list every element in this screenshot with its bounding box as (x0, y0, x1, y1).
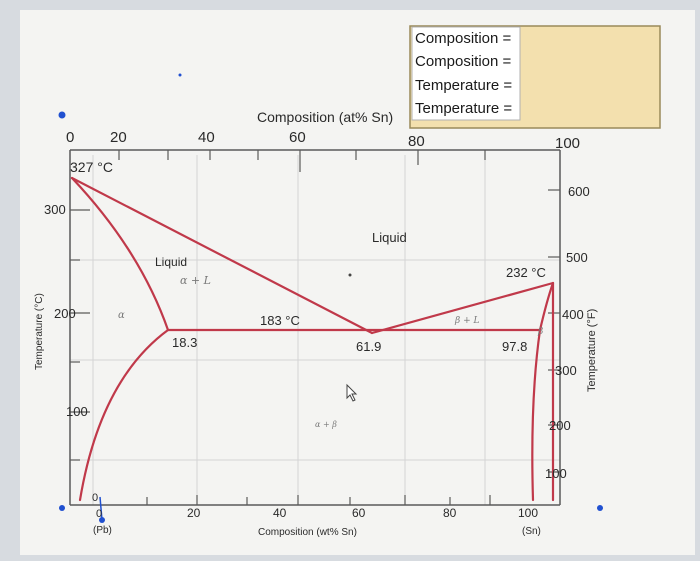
bottom-ticks (146, 495, 491, 505)
mouse-cursor-icon (346, 383, 358, 402)
bottom-tick-0: 0 (96, 508, 102, 520)
eutectic-composition: 61.9 (356, 339, 381, 354)
composition-field-1[interactable]: Composition = (415, 30, 512, 47)
beta-region: β (537, 327, 543, 337)
top-tick-100: 100 (555, 135, 580, 152)
temperature-field-2[interactable]: Temperature = (415, 100, 512, 117)
bottom-left-marker (59, 505, 65, 511)
right-axis-title: Temperature (°F) (586, 309, 598, 392)
beta-liquid-region: β + L (454, 316, 479, 326)
stray-dot (178, 73, 182, 77)
phase-boundaries (70, 176, 555, 502)
left-axis-title: Temperature (°C) (34, 293, 45, 370)
solidus-left (70, 176, 170, 332)
bottom-tick-20: 20 (187, 506, 201, 520)
bottom-tick-80: 80 (443, 506, 457, 520)
right-tick-400: 400 (562, 307, 584, 322)
pb-marker-stem (99, 496, 103, 521)
right-tick-300: 300 (555, 363, 577, 378)
alpha-beta-region: α + β (315, 420, 337, 429)
beta-limit-composition: 97.8 (502, 339, 527, 354)
liquidus-left (70, 176, 374, 335)
bottom-tick-0-upper: 0 (92, 492, 98, 504)
top-tick-0: 0 (66, 129, 74, 146)
right-tick-600: 600 (568, 184, 590, 199)
liquid-region-label: Liquid (372, 230, 407, 245)
liquidus-right (370, 281, 555, 335)
axes-frame (69, 149, 561, 506)
alpha-region: α (118, 310, 125, 321)
left-tick-100: 100 (66, 404, 88, 419)
eutectic-temperature: 183 °C (260, 313, 300, 328)
left-tick-300: 300 (44, 202, 66, 217)
pb-melting-point: 327 °C (70, 159, 113, 175)
solvus-right (531, 328, 542, 502)
bottom-axis-title: Composition (wt% Sn) (258, 527, 357, 538)
top-tick-40: 40 (198, 129, 215, 146)
point-marker (348, 273, 352, 277)
composition-field-2[interactable]: Composition = (415, 53, 512, 70)
sn-melting-point: 232 °C (506, 265, 546, 280)
top-tick-80: 80 (408, 133, 425, 150)
left-ticks (70, 209, 90, 461)
left-tick-200: 200 (54, 306, 76, 321)
alpha-limit-composition: 18.3 (172, 335, 197, 350)
top-tick-20: 20 (110, 129, 127, 146)
temperature-field-1[interactable]: Temperature = (415, 77, 512, 94)
top-tick-60: 60 (289, 129, 306, 146)
answer-panel: Composition = Composition = Temperature … (409, 25, 661, 129)
liquid-left-label: Liquid (155, 255, 187, 269)
answer-fields-box (411, 26, 521, 121)
pb-label: (Pb) (93, 525, 112, 536)
bottom-tick-40: 40 (273, 506, 287, 520)
bottom-tick-100: 100 (518, 506, 538, 520)
bottom-right-marker (597, 505, 603, 511)
top-axis-title: Composition (at% Sn) (257, 109, 393, 125)
sn-label: (Sn) (522, 526, 541, 537)
alpha-liquid-region: α + L (180, 274, 211, 287)
right-tick-500: 500 (566, 250, 588, 265)
right-tick-100: 100 (545, 466, 567, 481)
top-left-marker (58, 111, 66, 119)
top-ticks (118, 150, 486, 172)
bottom-tick-60: 60 (352, 506, 366, 520)
solvus-left (78, 328, 170, 502)
right-tick-200: 200 (549, 418, 571, 433)
